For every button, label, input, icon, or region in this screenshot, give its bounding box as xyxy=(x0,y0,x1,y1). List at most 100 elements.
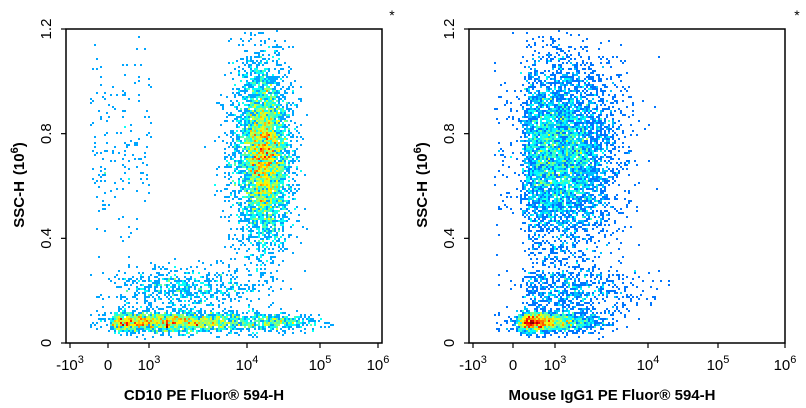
density-point xyxy=(264,198,266,200)
density-point xyxy=(264,100,266,102)
density-point xyxy=(280,328,282,330)
density-point xyxy=(258,136,260,138)
density-point xyxy=(254,320,256,322)
density-point xyxy=(224,316,226,318)
density-point xyxy=(272,290,274,292)
density-point xyxy=(116,320,118,322)
density-point xyxy=(276,206,278,208)
density-point xyxy=(180,300,182,302)
density-point xyxy=(140,318,142,320)
density-point xyxy=(258,240,260,242)
density-point xyxy=(210,318,212,320)
density-point xyxy=(158,316,160,318)
density-point xyxy=(236,324,238,326)
density-point xyxy=(212,278,214,280)
density-point xyxy=(238,190,240,192)
density-point xyxy=(126,64,128,66)
density-point xyxy=(236,228,238,230)
density-point xyxy=(558,320,560,322)
density-point xyxy=(148,324,150,326)
density-point xyxy=(246,134,248,136)
density-point xyxy=(592,250,594,252)
density-point xyxy=(170,296,172,298)
density-point xyxy=(274,108,276,110)
density-point xyxy=(254,138,256,140)
density-point xyxy=(524,330,526,332)
density-point xyxy=(258,82,260,84)
density-point xyxy=(184,284,186,286)
density-point xyxy=(546,192,548,194)
density-point xyxy=(162,334,164,336)
density-point xyxy=(256,228,258,230)
density-point xyxy=(264,62,266,64)
density-point xyxy=(548,298,550,300)
density-point xyxy=(140,326,142,328)
density-point xyxy=(574,316,576,318)
density-point xyxy=(578,320,580,322)
density-point xyxy=(304,314,306,316)
density-point xyxy=(276,138,278,140)
density-point xyxy=(280,204,282,206)
density-point xyxy=(538,336,540,338)
density-point xyxy=(292,162,294,164)
density-point xyxy=(264,264,266,266)
density-point xyxy=(246,192,248,194)
density-point xyxy=(124,282,126,284)
density-point xyxy=(534,292,536,294)
density-point xyxy=(192,318,194,320)
density-point xyxy=(248,150,250,152)
density-point xyxy=(268,220,270,222)
density-point xyxy=(276,270,278,272)
density-point xyxy=(262,232,264,234)
density-point xyxy=(596,174,598,176)
density-point xyxy=(274,112,276,114)
density-point xyxy=(498,312,500,314)
density-point xyxy=(548,272,550,274)
density-point xyxy=(110,94,112,96)
density-point xyxy=(182,326,184,328)
density-point xyxy=(266,280,268,282)
density-point xyxy=(166,280,168,282)
density-point xyxy=(632,278,634,280)
density-point xyxy=(282,68,284,70)
density-point xyxy=(582,290,584,292)
density-point xyxy=(566,324,568,326)
density-point xyxy=(248,86,250,88)
density-point xyxy=(534,272,536,274)
density-point xyxy=(568,316,570,318)
density-point xyxy=(540,326,542,328)
density-point xyxy=(280,98,282,100)
plot-frame xyxy=(65,28,383,344)
density-point xyxy=(292,134,294,136)
density-point xyxy=(538,324,540,326)
density-point xyxy=(290,190,292,192)
density-point xyxy=(176,294,178,296)
density-point xyxy=(524,296,526,298)
density-point xyxy=(250,170,252,172)
density-point xyxy=(246,322,248,324)
density-point xyxy=(540,210,542,212)
density-point xyxy=(236,136,238,138)
density-point xyxy=(270,154,272,156)
density-point xyxy=(246,138,248,140)
density-point xyxy=(272,214,274,216)
density-point xyxy=(586,180,588,182)
density-point xyxy=(126,316,128,318)
density-point xyxy=(162,314,164,316)
density-point xyxy=(190,298,192,300)
density-point xyxy=(272,194,274,196)
density-point xyxy=(250,216,252,218)
density-point xyxy=(104,174,106,176)
density-point xyxy=(254,224,256,226)
density-point xyxy=(520,310,522,312)
density-point xyxy=(602,322,604,324)
density-point xyxy=(232,134,234,136)
density-point xyxy=(128,288,130,290)
density-point xyxy=(258,298,260,300)
density-point xyxy=(162,278,164,280)
density-point xyxy=(148,280,150,282)
density-point xyxy=(152,330,154,332)
density-point xyxy=(252,142,254,144)
density-point xyxy=(276,144,278,146)
density-point xyxy=(258,208,260,210)
